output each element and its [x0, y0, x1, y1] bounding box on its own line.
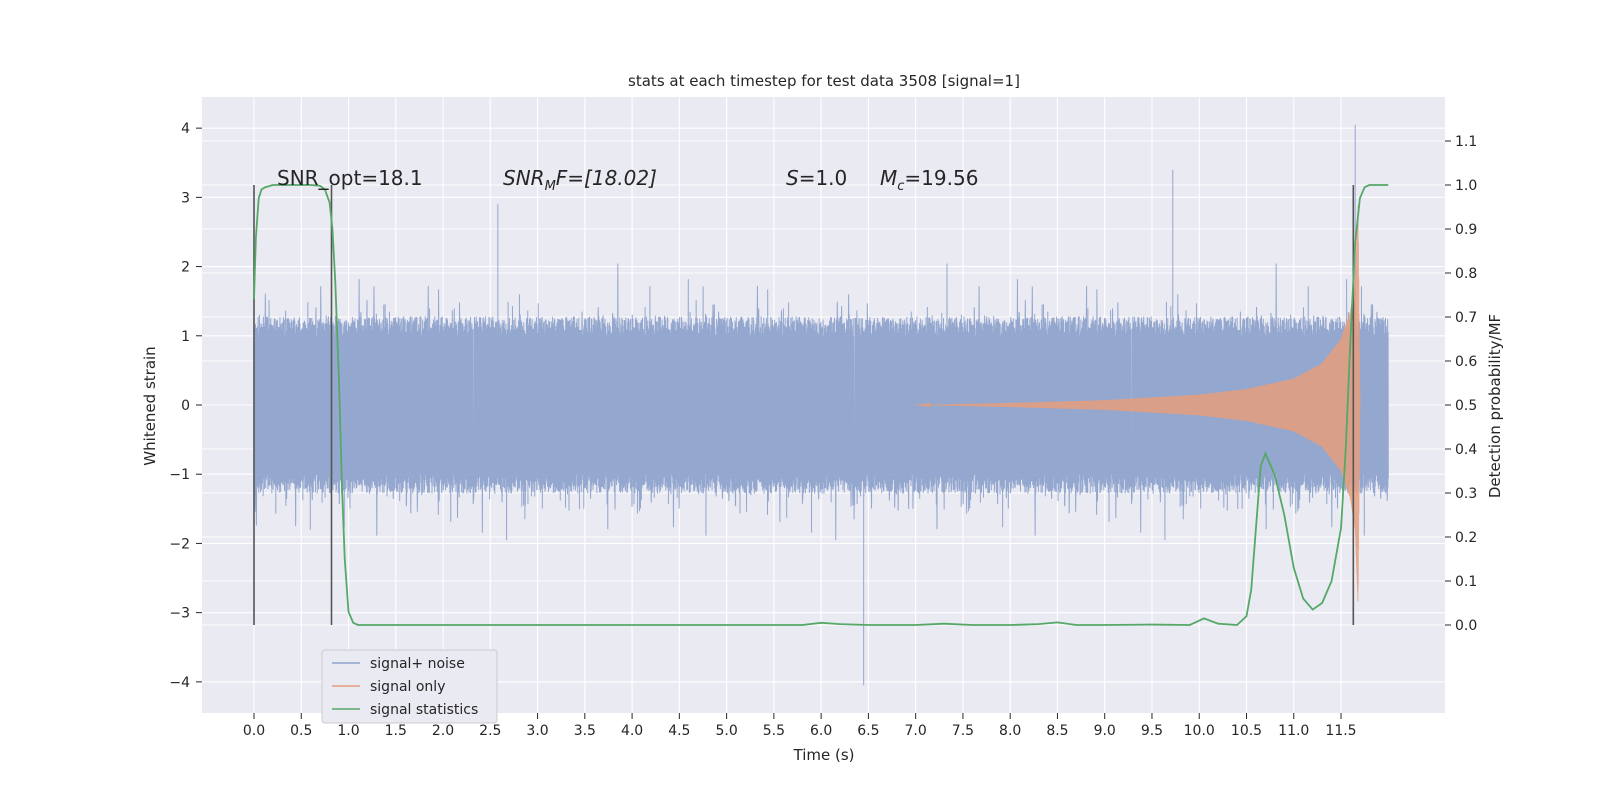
mc-value: =19.56: [904, 166, 978, 190]
x-tick-label: 7.0: [905, 723, 927, 739]
annotation-mc: Mc=19.56: [880, 166, 978, 194]
y2-axis-ticks: 1.1 1.0 0.9 0.8 0.7 0.6 0.5 0.4 0.3 0.2 0.1 0.0: [1445, 134, 1477, 634]
y2-axis-label: Detection probability/MF: [1486, 314, 1504, 498]
x-tick-label: 2.0: [432, 723, 454, 739]
y2-tick-label: 0.0: [1455, 618, 1477, 634]
y-tick-label: −3: [169, 606, 190, 622]
x-tick-label: 1.0: [337, 723, 359, 739]
y2-tick-label: 0.2: [1455, 530, 1477, 546]
x-tick-label: 3.0: [526, 723, 548, 739]
y-tick-label: 1: [181, 329, 190, 345]
legend-label-stats: signal statistics: [370, 702, 478, 718]
x-tick-label: 4.0: [621, 723, 643, 739]
mc-sub: c: [897, 179, 904, 194]
vertical-markers: [253, 185, 1355, 625]
x-tick-label: 5.5: [763, 723, 785, 739]
y-axis-ticks: 4 3 2 1 0 −1 −2 −3 −4: [169, 121, 202, 691]
y2-tick-label: 1.1: [1455, 134, 1477, 150]
signal-line: [915, 205, 1361, 602]
y2-tick-label: 0.7: [1455, 310, 1477, 326]
mc-label: M: [880, 166, 897, 190]
x-tick-label: 10.5: [1231, 723, 1262, 739]
y-tick-label: −1: [169, 467, 190, 483]
y-tick-label: 4: [181, 121, 190, 137]
y-tick-label: −4: [169, 675, 190, 691]
y-axis-label: Whitened strain: [141, 346, 159, 465]
annotation-s: S=1.0: [786, 166, 847, 190]
x-axis-ticks: 0.0 0.5 1.0 1.5 2.0 2.5 3.0 3.5 4.0 4.5 5.0 5.5 6.0 6…: [243, 713, 1357, 739]
y2-tick-label: 0.5: [1455, 398, 1477, 414]
x-tick-label: 8.5: [1046, 723, 1068, 739]
x-tick-label: 0.5: [290, 723, 312, 739]
stats-line: [253, 184, 1389, 626]
x-tick-label: 2.5: [479, 723, 501, 739]
noise-line: [253, 124, 1389, 686]
s-value: =1.0: [799, 166, 848, 190]
x-tick-label: 6.5: [857, 723, 879, 739]
y2-tick-label: 0.8: [1455, 266, 1477, 282]
snr-mf-sub: M: [545, 179, 556, 194]
x-tick-label: 11.0: [1278, 723, 1309, 739]
y2-tick-label: 0.6: [1455, 354, 1477, 370]
series-signal-only: [915, 205, 1361, 602]
y2-tick-label: 0.1: [1455, 574, 1477, 590]
legend-label-noise: signal+ noise: [370, 656, 465, 672]
legend-label-signal: signal only: [370, 679, 445, 695]
x-tick-label: 11.5: [1325, 723, 1356, 739]
x-tick-label: 8.0: [999, 723, 1021, 739]
x-tick-label: 3.5: [574, 723, 596, 739]
x-tick-label: 7.5: [952, 723, 974, 739]
legend: signal+ noise signal only signal statist…: [321, 649, 498, 724]
y2-tick-label: 0.3: [1455, 486, 1477, 502]
y-tick-label: 3: [181, 190, 190, 206]
x-tick-label: 9.0: [1094, 723, 1116, 739]
snr-mf-tail: F=[18.02]: [556, 166, 657, 190]
annotation-snr-mf: SNRMF=[18.02]: [503, 166, 657, 194]
x-axis-label: Time (s): [793, 746, 855, 764]
x-tick-label: 5.0: [715, 723, 737, 739]
x-tick-label: 6.0: [810, 723, 832, 739]
s-label: S: [786, 166, 799, 190]
legend-box: [321, 649, 498, 724]
y2-tick-label: 1.0: [1455, 178, 1477, 194]
x-tick-label: 1.5: [385, 723, 407, 739]
x-tick-label: 9.5: [1141, 723, 1163, 739]
series-signal-statistics: [253, 184, 1389, 626]
y-tick-label: 2: [181, 260, 190, 276]
y-tick-label: 0: [181, 398, 190, 414]
y-tick-label: −2: [169, 536, 190, 552]
y2-tick-label: 0.4: [1455, 442, 1477, 458]
x-tick-label: 10.0: [1184, 723, 1215, 739]
snr-mf-main: SNR: [503, 166, 545, 190]
chart-title: stats at each timestep for test data 350…: [628, 72, 1020, 90]
y2-tick-label: 0.9: [1455, 222, 1477, 238]
series-signal-plus-noise: [253, 124, 1389, 686]
annotation-snr-opt: SNR_opt=18.1: [277, 166, 423, 190]
x-tick-label: 0.0: [243, 723, 265, 739]
x-tick-label: 4.5: [668, 723, 690, 739]
